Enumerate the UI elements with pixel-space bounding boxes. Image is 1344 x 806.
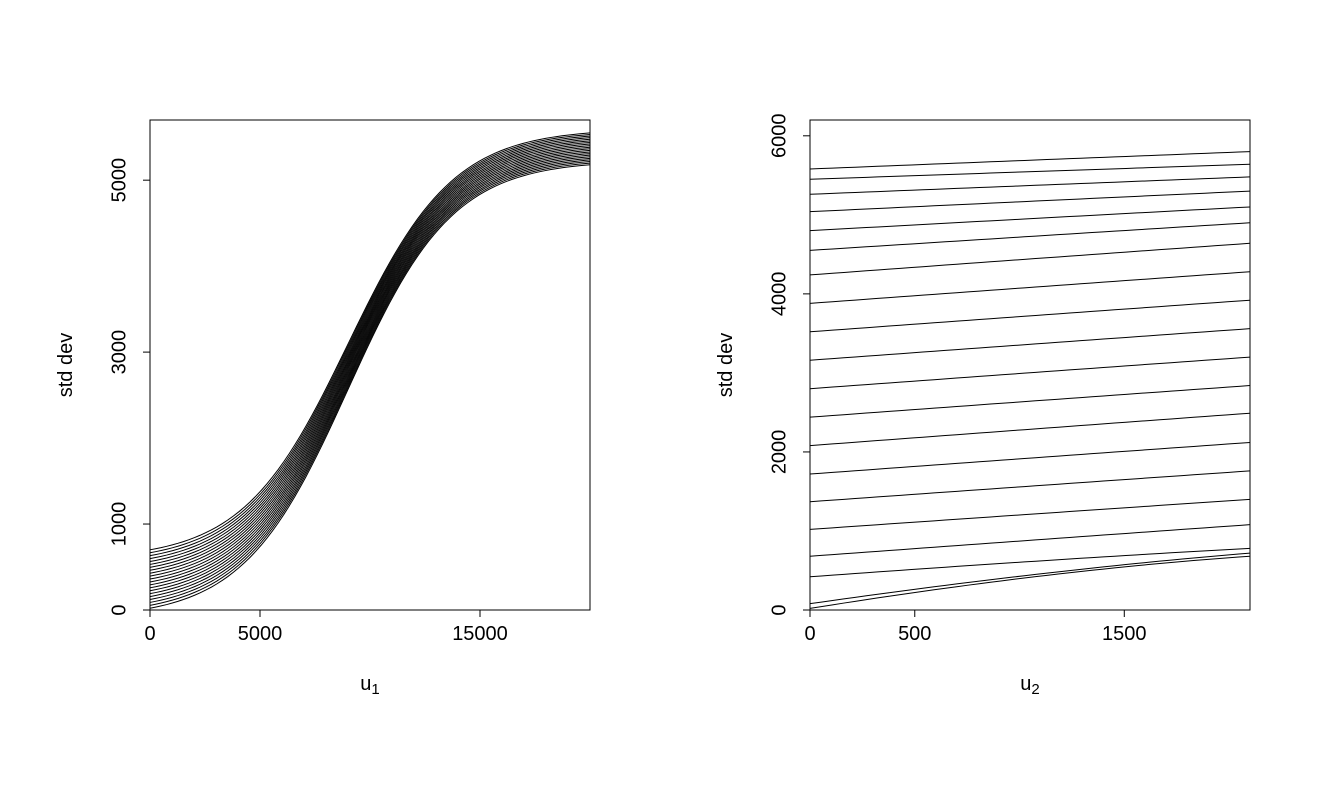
curve bbox=[150, 154, 590, 588]
y-axis-label: std dev bbox=[715, 333, 737, 397]
curve bbox=[810, 243, 1250, 275]
x-tick-label: 1500 bbox=[1102, 623, 1147, 645]
curve bbox=[810, 471, 1250, 502]
x-tick-label: 500 bbox=[898, 623, 931, 645]
y-tick-label: 5000 bbox=[108, 158, 130, 203]
curve bbox=[150, 157, 590, 594]
curve bbox=[150, 138, 590, 559]
curve bbox=[810, 525, 1250, 557]
x-tick-label: 0 bbox=[144, 623, 155, 645]
y-tick-label: 4000 bbox=[768, 272, 790, 317]
curve bbox=[810, 413, 1250, 445]
curve bbox=[150, 139, 590, 561]
curve bbox=[150, 142, 590, 567]
figure-svg: 05000150000100030005000u1std dev05001500… bbox=[0, 0, 1344, 806]
curve bbox=[810, 499, 1250, 529]
curve bbox=[810, 177, 1250, 194]
x-axis-label: u2 bbox=[1020, 673, 1039, 698]
x-tick-label: 5000 bbox=[238, 623, 283, 645]
y-tick-label: 3000 bbox=[108, 330, 130, 375]
plot-border bbox=[810, 120, 1250, 610]
curve bbox=[810, 553, 1250, 604]
curves bbox=[150, 133, 590, 608]
curve bbox=[810, 442, 1250, 474]
curve bbox=[150, 134, 590, 552]
curve bbox=[810, 329, 1250, 361]
curve bbox=[810, 386, 1250, 418]
curve bbox=[810, 300, 1250, 332]
y-tick-label: 0 bbox=[768, 604, 790, 615]
curve bbox=[810, 191, 1250, 212]
curve bbox=[150, 152, 590, 585]
plot-border bbox=[150, 120, 590, 610]
curve bbox=[150, 147, 590, 576]
x-tick-label: 15000 bbox=[452, 623, 508, 645]
panel-left: 0 5000 15000 0 1000 3000 5000 u1 std dev bbox=[55, 120, 590, 698]
panel-right: 0 500 1500 0 2000 4000 6000 u2 std dev bbox=[715, 114, 1250, 698]
curve bbox=[150, 136, 590, 556]
curve bbox=[810, 548, 1250, 576]
y-tick-label: 2000 bbox=[768, 430, 790, 475]
x-axis-label: u1 bbox=[360, 673, 379, 698]
curve bbox=[150, 144, 590, 570]
y-axis-label: std dev bbox=[55, 333, 77, 397]
curve bbox=[810, 357, 1250, 389]
curve bbox=[150, 146, 590, 574]
curve bbox=[150, 155, 590, 591]
curves bbox=[810, 152, 1250, 609]
figure: 05000150000100030005000u1std dev05001500… bbox=[0, 0, 1344, 806]
curve bbox=[810, 272, 1250, 304]
curve bbox=[150, 158, 590, 596]
y-tick-label: 0 bbox=[108, 604, 130, 615]
curve bbox=[150, 149, 590, 579]
x-tick-label: 0 bbox=[804, 623, 815, 645]
curve bbox=[150, 150, 590, 582]
y-tick-label: 6000 bbox=[768, 114, 790, 159]
y-tick-label: 1000 bbox=[108, 502, 130, 547]
curve bbox=[150, 141, 590, 565]
curve bbox=[810, 556, 1250, 608]
